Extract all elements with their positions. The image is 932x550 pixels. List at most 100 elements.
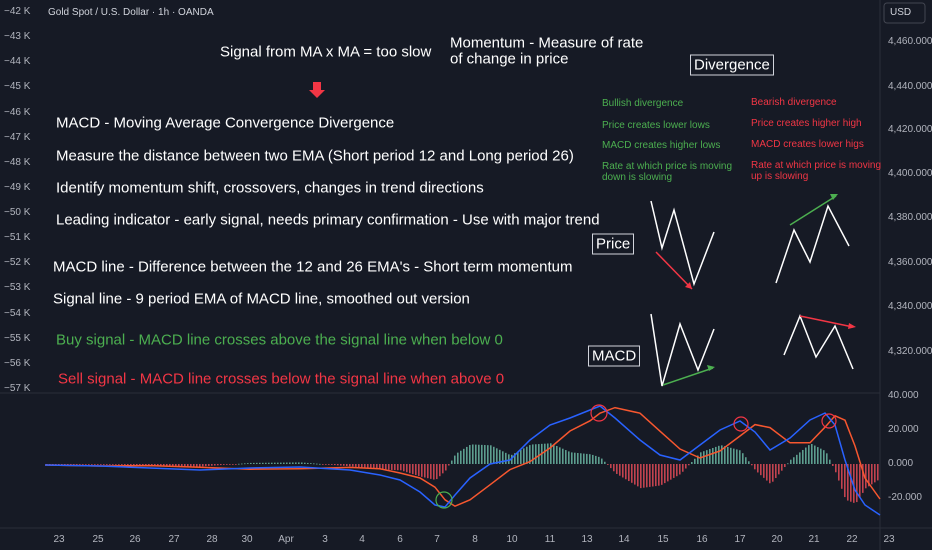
annotation-box: Divergence	[690, 54, 774, 76]
histogram-bar	[745, 457, 747, 464]
histogram-bar	[589, 454, 591, 464]
histogram	[46, 443, 879, 503]
left-axis-label: −42 K	[4, 6, 31, 17]
histogram-bar	[400, 464, 402, 471]
histogram-bar	[601, 458, 603, 464]
histogram-bar	[310, 463, 312, 464]
histogram-bar	[790, 459, 792, 464]
histogram-bar	[169, 464, 171, 467]
histogram-bar	[586, 453, 588, 464]
histogram-bar	[751, 464, 753, 466]
histogram-bar	[832, 464, 834, 466]
histogram-bar	[859, 464, 861, 498]
histogram-bar	[262, 462, 264, 464]
bearish-note: Rate at which price is moving	[751, 160, 882, 171]
bullish-note: down is slowing	[602, 172, 673, 183]
histogram-bar	[511, 454, 513, 464]
histogram-bar	[547, 443, 549, 464]
histogram-bar	[295, 462, 297, 464]
histogram-bar	[460, 450, 462, 464]
histogram-bar	[685, 464, 687, 469]
histogram-bar	[250, 462, 252, 464]
left-axis-label: −45 K	[4, 81, 31, 93]
histogram-bar	[787, 463, 789, 465]
histogram-bar	[193, 464, 195, 467]
histogram-bar	[190, 464, 192, 467]
histogram-bar	[118, 464, 120, 465]
histogram-bar	[316, 463, 318, 465]
histogram-bar	[781, 464, 783, 471]
histogram-bar	[424, 464, 426, 478]
histogram-bar	[565, 450, 567, 464]
histogram-bar	[121, 464, 123, 465]
currency-button[interactable]: USD	[890, 7, 912, 18]
histogram-bar	[502, 451, 504, 464]
histogram-bar	[475, 444, 477, 464]
histogram-bar	[247, 463, 249, 464]
histogram-bar	[856, 464, 858, 503]
currency-button-frame	[883, 2, 926, 24]
histogram-bar	[652, 464, 654, 487]
time-axis-label: 15	[657, 534, 669, 545]
histogram-bar	[235, 464, 237, 465]
annotation: Momentum - Measure of rate	[450, 34, 644, 52]
price-axis-label: 4,440.000	[888, 81, 932, 92]
histogram-bar	[493, 446, 495, 464]
macd-line	[44, 405, 881, 516]
histogram-bar	[97, 464, 99, 465]
histogram-bar	[172, 464, 174, 467]
histogram-bar	[868, 464, 870, 487]
chart-title: Gold Spot / U.S. Dollar · 1h · OANDA	[48, 7, 214, 18]
histogram-bar	[715, 446, 717, 464]
annotation: Leading indicator - early signal, needs …	[56, 211, 600, 229]
left-axis-label: −54 K	[4, 307, 31, 319]
histogram-bar	[643, 464, 645, 488]
bearish-note: Bearish divergence	[751, 97, 837, 108]
time-axis-label: 23	[53, 534, 65, 545]
histogram-bar	[766, 464, 768, 481]
histogram-bar	[346, 464, 348, 467]
histogram-bar	[61, 464, 63, 465]
bearish-note: MACD creates lower higs	[751, 139, 864, 150]
histogram-bar	[367, 464, 369, 469]
histogram-bar	[211, 464, 213, 466]
histogram-bar	[283, 462, 285, 464]
price-axis-label: 4,320.000	[888, 346, 932, 357]
histogram-bar	[538, 444, 540, 464]
histogram-bar	[382, 464, 384, 470]
histogram-bar	[739, 450, 741, 464]
histogram-bar	[418, 464, 420, 476]
histogram-bar	[835, 464, 837, 473]
histogram-bar	[265, 462, 267, 464]
histogram-bar	[619, 464, 621, 476]
histogram-bar	[691, 462, 693, 464]
histogram-bar	[361, 464, 363, 468]
bullish-note: MACD creates higher lows	[602, 140, 721, 151]
price-axis-label: 4,380.000	[888, 212, 932, 223]
histogram-bar	[505, 452, 507, 464]
histogram-bar	[403, 464, 405, 472]
histogram-bar	[784, 464, 786, 468]
histogram-bar	[259, 462, 261, 464]
histogram-bar	[607, 464, 609, 465]
histogram-bar	[298, 462, 300, 464]
histogram-bar	[655, 464, 657, 487]
histogram-bar	[178, 464, 180, 467]
histogram-bar	[496, 448, 498, 464]
histogram-bar	[160, 464, 162, 467]
histogram-bar	[286, 462, 288, 464]
histogram-bar	[712, 447, 714, 464]
time-axis-label: 23	[883, 534, 895, 545]
histogram-bar	[544, 443, 546, 464]
histogram-bar	[463, 448, 465, 464]
histogram-bar	[208, 464, 210, 466]
annotation: MACD line - Difference between the 12 an…	[53, 258, 573, 276]
histogram-bar	[559, 447, 561, 464]
left-axis-label: −46 K	[4, 106, 31, 118]
histogram-bar	[397, 464, 399, 471]
histogram-bar	[871, 464, 873, 485]
histogram-bar	[139, 464, 141, 466]
histogram-bar	[706, 450, 708, 464]
time-axis-label: 16	[696, 534, 708, 545]
histogram-bar	[370, 464, 372, 469]
